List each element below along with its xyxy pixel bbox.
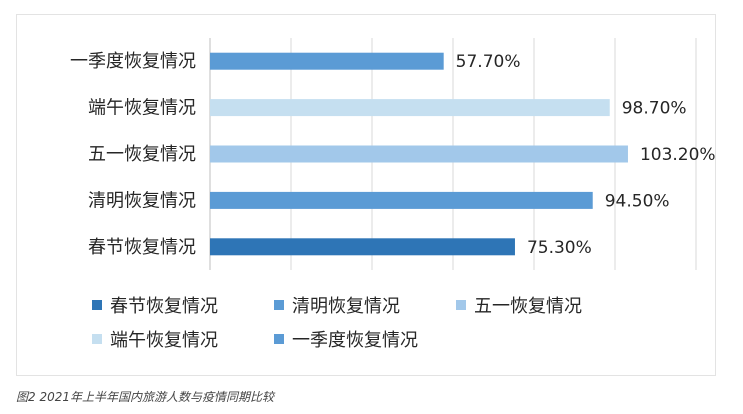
legend-swatch xyxy=(274,300,284,310)
bar xyxy=(210,191,593,209)
category-label: 春节恢复情况 xyxy=(88,237,196,258)
legend-swatch xyxy=(92,334,102,344)
legend-label: 五一恢复情况 xyxy=(474,296,582,317)
data-label: 57.70% xyxy=(456,52,521,72)
data-label: 94.50% xyxy=(605,191,670,211)
legend-row: 端午恢复情况 一季度恢复情况 xyxy=(92,322,692,356)
legend-label: 春节恢复情况 xyxy=(110,296,218,317)
data-label: 103.20% xyxy=(640,145,716,165)
category-label: 清明恢复情况 xyxy=(88,190,196,211)
legend-item-may-day: 五一恢复情况 xyxy=(456,292,638,318)
legend-row: 春节恢复情况 清明恢复情况 五一恢复情况 xyxy=(92,288,692,322)
legend-label: 清明恢复情况 xyxy=(292,296,400,317)
bar xyxy=(210,52,444,70)
legend-item-dragon-boat: 端午恢复情况 xyxy=(92,326,274,352)
data-label: 98.70% xyxy=(622,99,687,119)
data-label: 75.30% xyxy=(527,238,592,258)
category-label: 一季度恢复情况 xyxy=(70,51,196,72)
legend-label: 一季度恢复情况 xyxy=(292,330,418,351)
bar xyxy=(210,145,628,163)
legend-item-q1: 一季度恢复情况 xyxy=(274,326,456,352)
legend-swatch xyxy=(92,300,102,310)
category-label: 端午恢复情况 xyxy=(88,98,196,119)
legend-swatch xyxy=(456,300,466,310)
legend-item-spring-festival: 春节恢复情况 xyxy=(92,292,274,318)
legend-swatch xyxy=(274,334,284,344)
chart-legend: 春节恢复情况 清明恢复情况 五一恢复情况 端午恢复情况 一季度恢复情况 xyxy=(92,288,692,356)
bar xyxy=(210,238,515,256)
legend-label: 端午恢复情况 xyxy=(110,330,218,351)
bar-chart: 一季度恢复情况 57.70% 端午恢复情况 98.70% 五一恢复情况 103.20% 清明… xyxy=(70,38,716,270)
legend-item-qingming: 清明恢复情况 xyxy=(274,292,456,318)
figure-caption: 图2 2021年上半年国内旅游人数与疫情同期比较 xyxy=(16,390,274,404)
category-label: 五一恢复情况 xyxy=(88,144,196,165)
bar xyxy=(210,99,610,117)
